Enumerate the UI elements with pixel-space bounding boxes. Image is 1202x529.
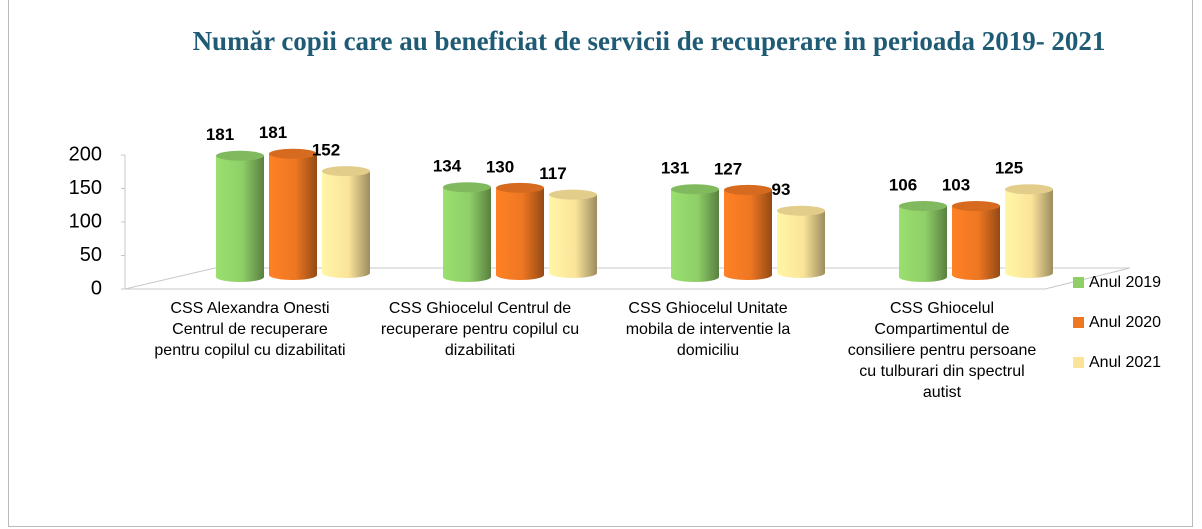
bar-top xyxy=(269,148,317,159)
data-label: 117 xyxy=(539,164,566,183)
bar xyxy=(496,182,544,280)
legend-swatch xyxy=(1073,277,1084,288)
bar xyxy=(269,148,317,280)
legend-swatch xyxy=(1073,317,1084,328)
data-label: 181 xyxy=(259,123,287,142)
bar-top xyxy=(777,205,825,216)
bar xyxy=(443,182,491,282)
bar-body xyxy=(777,210,825,278)
y-tick-label: 200 xyxy=(69,143,102,165)
x-tick-label: CSS Ghiocelul Unitate mobila de interven… xyxy=(625,300,791,359)
data-label: 131 xyxy=(661,159,689,178)
legend-label: Anul 2020 xyxy=(1089,314,1161,331)
data-label: 127 xyxy=(714,159,742,178)
data-label: 181 xyxy=(206,125,234,144)
legend-label: Anul 2021 xyxy=(1089,354,1161,371)
chart-title: Număr copii care au beneficiat de servic… xyxy=(192,26,1106,56)
bar-body xyxy=(322,171,370,278)
bar-body xyxy=(269,153,317,280)
bar-body xyxy=(1005,189,1053,278)
bar-top xyxy=(443,182,491,193)
bar-body xyxy=(443,187,491,282)
bar-body xyxy=(496,187,544,280)
bar-top xyxy=(724,184,772,195)
legend-label: Anul 2019 xyxy=(1089,274,1161,291)
bar-body xyxy=(899,205,947,282)
bar-body xyxy=(952,205,1000,280)
bar-top xyxy=(671,184,719,195)
x-tick-label: CSS Ghiocelul Compartimentul de consilie… xyxy=(847,300,1037,401)
bar xyxy=(777,205,825,278)
bar xyxy=(899,200,947,282)
data-label: 152 xyxy=(312,141,340,160)
data-label: 125 xyxy=(995,159,1023,178)
bar-top xyxy=(1005,184,1053,195)
y-tick-label: 150 xyxy=(69,177,102,199)
bar xyxy=(671,184,719,282)
bar-top xyxy=(549,189,597,200)
data-label: 130 xyxy=(486,157,514,176)
bar-body xyxy=(216,155,264,282)
legend-swatch xyxy=(1073,357,1084,368)
bar-top xyxy=(216,150,264,161)
data-label: 106 xyxy=(889,175,917,194)
data-label: 103 xyxy=(942,175,970,194)
bar xyxy=(724,184,772,280)
y-tick-label: 100 xyxy=(69,210,102,232)
bar-body xyxy=(724,189,772,280)
x-tick-label: CSS Ghiocelul Centrul de recuperare pent… xyxy=(380,300,580,359)
bar xyxy=(549,189,597,278)
y-tick-label: 0 xyxy=(91,277,102,299)
bar xyxy=(1005,184,1053,278)
bar xyxy=(952,200,1000,280)
chart-frame xyxy=(8,0,1193,527)
floor xyxy=(124,267,1131,290)
data-label: 134 xyxy=(433,157,462,176)
bar-body xyxy=(549,194,597,278)
bar-body xyxy=(671,189,719,282)
bar-top xyxy=(496,182,544,193)
bar xyxy=(216,150,264,282)
y-tick-label: 50 xyxy=(80,244,102,266)
bar-top xyxy=(899,200,947,211)
bar-top xyxy=(952,200,1000,211)
bar xyxy=(322,166,370,278)
x-tick-label: CSS Alexandra Onesti Centrul de recupera… xyxy=(154,300,346,359)
bar-top xyxy=(322,166,370,177)
data-label: 93 xyxy=(772,180,791,199)
